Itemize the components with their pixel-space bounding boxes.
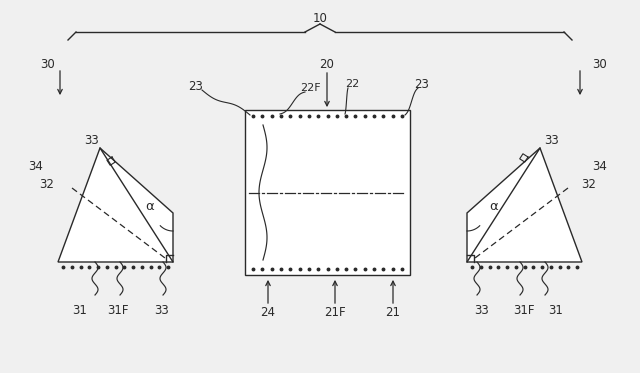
Text: 30: 30 [593,57,607,70]
Text: 22F: 22F [300,83,320,93]
Text: 22: 22 [345,79,359,89]
Polygon shape [467,148,582,262]
Text: 31F: 31F [513,304,535,317]
Text: 30: 30 [40,57,56,70]
Text: 10: 10 [312,12,328,25]
Text: 31: 31 [548,304,563,317]
Text: 32: 32 [582,179,596,191]
Text: 20: 20 [319,57,335,70]
Text: 24: 24 [260,305,275,319]
Bar [245,110,410,275]
Text: 32: 32 [40,179,54,191]
Text: 33: 33 [84,134,99,147]
Text: α: α [490,201,499,213]
Text: 33: 33 [475,304,490,317]
Text: 33: 33 [155,304,170,317]
Text: 34: 34 [593,160,607,172]
Text: 34: 34 [29,160,44,172]
Text: 23: 23 [189,81,204,94]
Text: 31F: 31F [108,304,129,317]
Text: 33: 33 [545,134,559,147]
Text: α: α [146,201,154,213]
Text: 23: 23 [415,78,429,91]
Text: 21: 21 [385,305,401,319]
Text: 31: 31 [72,304,88,317]
Polygon shape [58,148,173,262]
Text: 21F: 21F [324,305,346,319]
